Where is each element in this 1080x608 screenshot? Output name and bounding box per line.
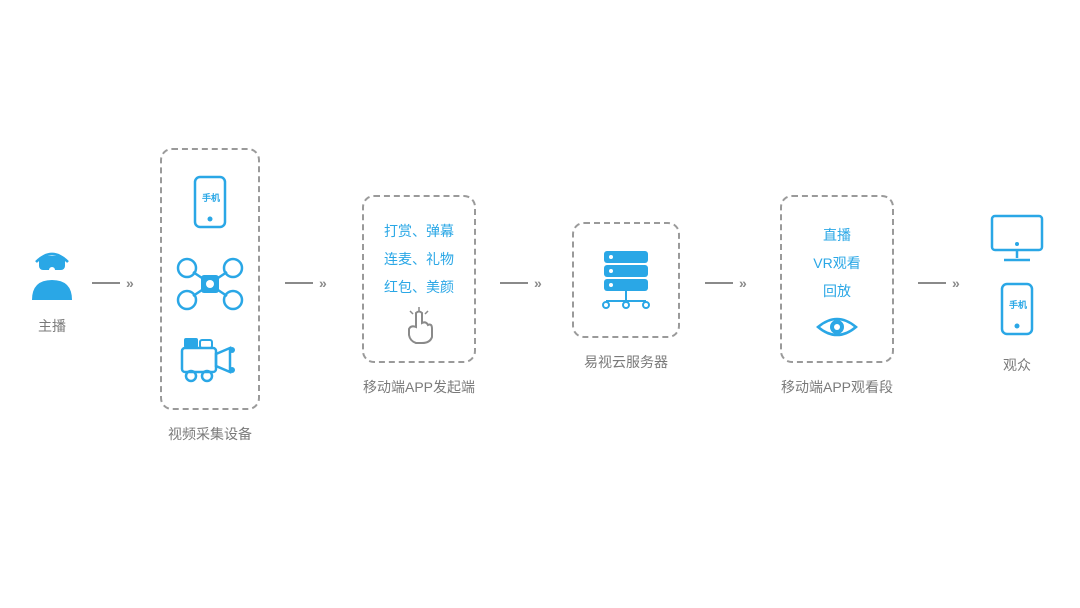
node-app-push: 打赏、弹幕 连麦、礼物 红包、美颜 移动端APP发起端	[362, 195, 476, 397]
feature-line: 红包、美颜	[384, 273, 454, 301]
eye-icon	[816, 313, 858, 341]
phone-icon-wrap: 手机	[193, 175, 227, 234]
feature-line: 回放	[823, 277, 851, 305]
app-push-box: 打赏、弹幕 连麦、礼物 红包、美颜	[362, 195, 476, 363]
feature-line: VR观看	[813, 249, 860, 277]
server-icon	[596, 247, 656, 313]
node-app-view: 直播 VR观看 回放 移动端APP观看段	[780, 195, 894, 397]
arrow: »	[705, 275, 743, 291]
node-app-view-label: 移动端APP观看段	[781, 377, 893, 397]
camera-icon	[178, 334, 242, 384]
feature-line: 连麦、礼物	[384, 245, 454, 273]
app-view-box: 直播 VR观看 回放	[780, 195, 894, 363]
arrow: »	[285, 275, 323, 291]
chevron-right-icon: »	[126, 275, 130, 291]
drone-icon	[175, 256, 245, 312]
capture-box: 手机	[160, 148, 260, 410]
person-vr-icon	[30, 250, 74, 302]
arrow-line	[92, 282, 120, 284]
node-app-push-label: 移动端APP发起端	[363, 377, 475, 397]
arrow: »	[918, 275, 956, 291]
server-box	[572, 222, 680, 338]
chevron-right-icon: »	[319, 275, 323, 291]
phone-text: 手机	[202, 191, 220, 204]
node-anchor-label: 主播	[38, 316, 66, 336]
arrow-line	[285, 282, 313, 284]
arrow: »	[92, 275, 130, 291]
arrow-line	[918, 282, 946, 284]
node-audience-label: 观众	[1003, 355, 1031, 375]
audience-icons: 手机	[988, 212, 1046, 341]
feature-line: 直播	[823, 221, 851, 249]
node-audience: 手机 观众	[988, 212, 1046, 375]
chevron-right-icon: »	[534, 275, 538, 291]
node-capture-label: 视频采集设备	[168, 424, 252, 444]
node-server: 易视云服务器	[572, 222, 680, 372]
tap-icon	[402, 307, 436, 345]
node-capture: 手机 视频采集设备	[160, 148, 260, 444]
arrow: »	[500, 275, 538, 291]
monitor-icon	[988, 212, 1046, 264]
chevron-right-icon: »	[952, 275, 956, 291]
feature-line: 打赏、弹幕	[384, 217, 454, 245]
arrow-line	[705, 282, 733, 284]
phone-text: 手机	[1009, 298, 1027, 311]
arrow-line	[500, 282, 528, 284]
node-anchor: 主播	[30, 250, 74, 336]
node-server-label: 易视云服务器	[584, 352, 668, 372]
chevron-right-icon: »	[739, 275, 743, 291]
phone-icon-wrap: 手机	[1000, 282, 1034, 341]
